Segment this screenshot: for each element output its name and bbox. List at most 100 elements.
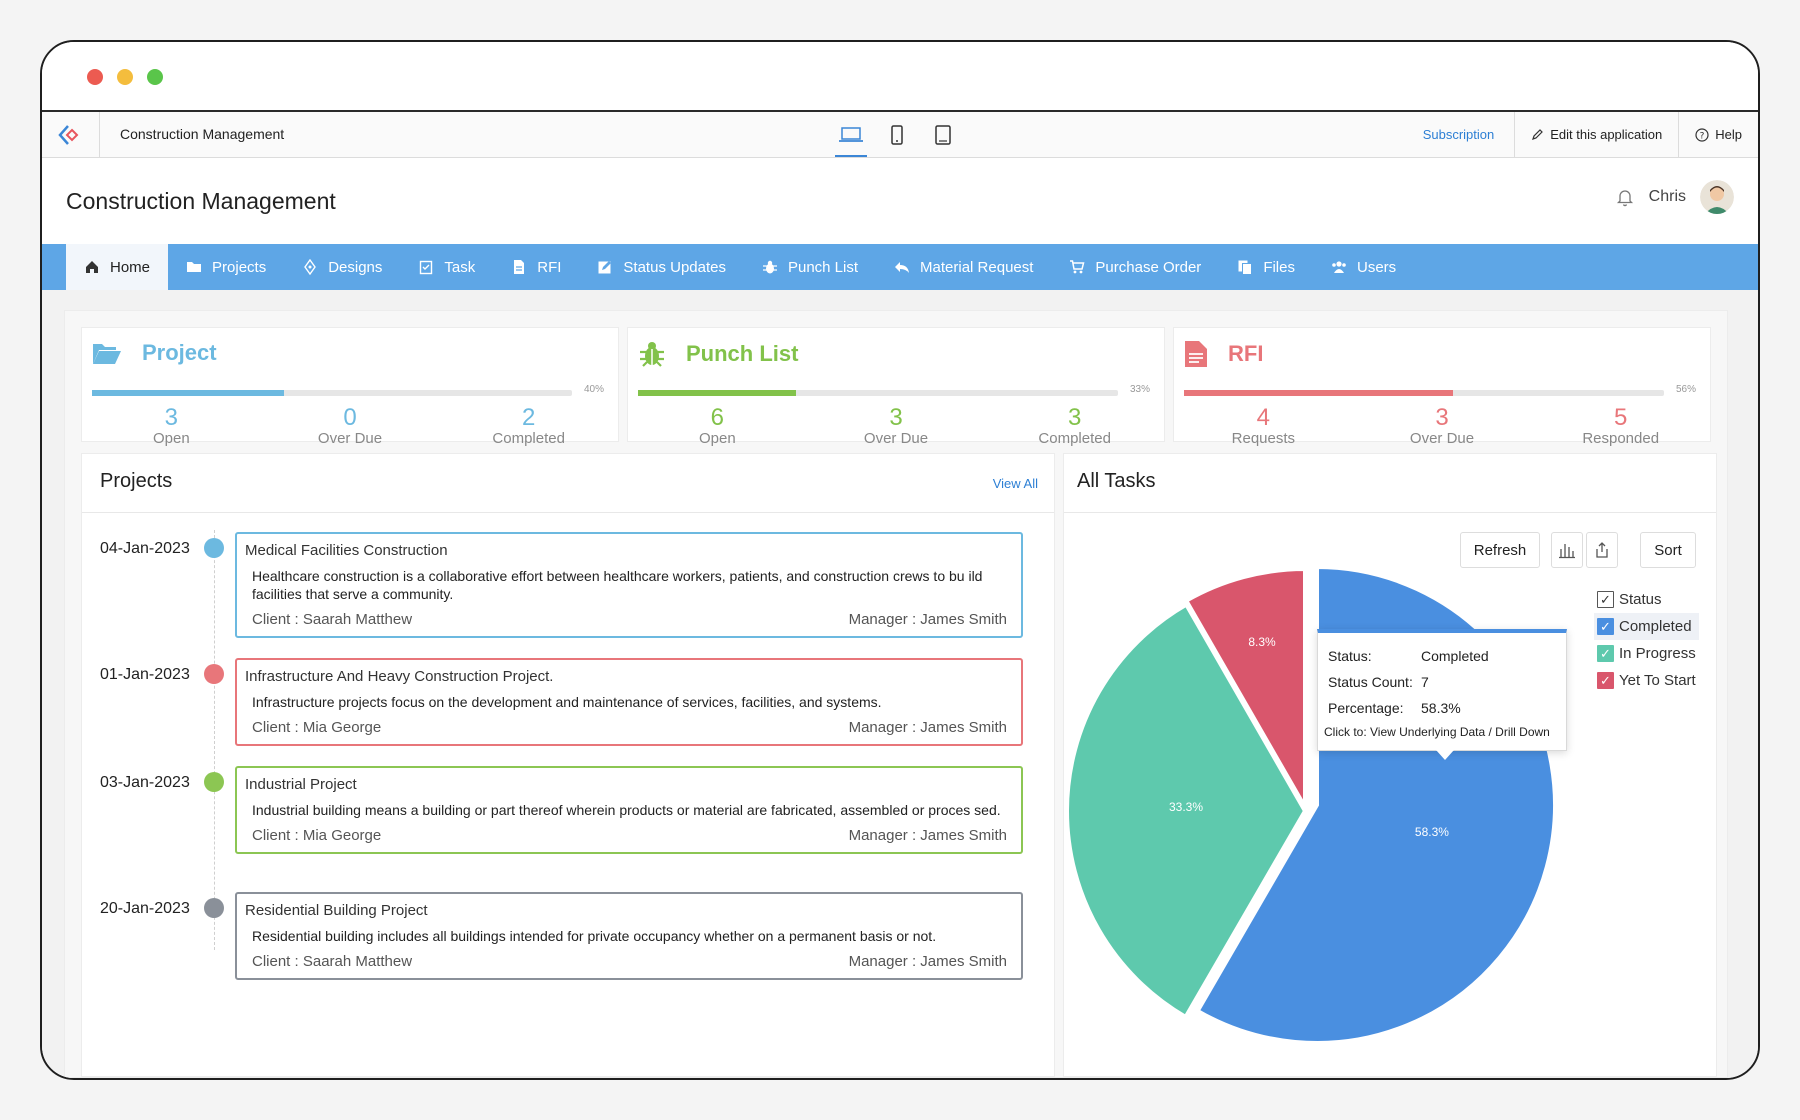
bug-icon: [762, 260, 777, 274]
stat-value: 3: [889, 404, 903, 431]
nav-files[interactable]: Files: [1219, 244, 1313, 290]
nav-punch-list[interactable]: Punch List: [744, 244, 876, 290]
nav-material-request[interactable]: Material Request: [876, 244, 1051, 290]
punch-list-completed-stat[interactable]: 3 Completed: [985, 406, 1164, 448]
project-card-footer: Client : Saarah Matthew Manager : James …: [245, 611, 1007, 628]
mobile-view-button[interactable]: [929, 112, 957, 157]
legend-title[interactable]: ✓ Status: [1594, 586, 1699, 613]
export-button[interactable]: [1586, 532, 1618, 568]
pie-label-yet-to-start: 8.3%: [1248, 635, 1276, 649]
nav-task-label: Task: [444, 258, 476, 276]
stat-label: Over Due: [1409, 430, 1475, 447]
bell-icon[interactable]: [1615, 187, 1635, 207]
nav-task[interactable]: Task: [400, 244, 493, 290]
stat-value: 2: [522, 404, 536, 431]
projects-panel: Projects View All 04-Jan-2023 Medical Fa…: [81, 453, 1055, 1077]
stat-label: Completed: [1038, 430, 1111, 447]
refresh-button[interactable]: Refresh: [1460, 532, 1540, 568]
app-logo-icon[interactable]: [56, 122, 82, 148]
cart-icon: [1070, 260, 1085, 274]
stat-label: Requests: [1231, 430, 1296, 447]
nav-designs[interactable]: Designs: [284, 244, 400, 290]
tablet-icon: [935, 124, 951, 145]
punch-list-progress-bar: [638, 390, 1118, 396]
bar-chart-icon: [1559, 544, 1575, 559]
legend-item-in-progress[interactable]: ✓ In Progress: [1594, 640, 1699, 667]
timeline-date: 04-Jan-2023: [100, 540, 190, 557]
nav-home[interactable]: Home: [66, 244, 169, 290]
tablet-view-button[interactable]: [883, 112, 911, 157]
chart-tooltip[interactable]: Status: Completed Status Count: 7 Percenta…: [1317, 629, 1567, 760]
project-manager: Manager : James Smith: [848, 611, 1007, 628]
project-manager: Manager : James Smith: [848, 953, 1007, 970]
desktop-view-button[interactable]: [835, 112, 867, 157]
legend-item-completed[interactable]: ✓ Completed: [1594, 613, 1699, 640]
chart-type-button[interactable]: [1551, 532, 1583, 568]
tooltip-hint: Click to: View Underlying Data / Drill D…: [1324, 725, 1550, 739]
punch-list-summary-header: Punch List: [638, 340, 798, 368]
pie-slice-in-progress[interactable]: [1065, 601, 1308, 1020]
pie-slice-yet-to-start[interactable]: [1183, 566, 1307, 815]
panel-divider: [82, 512, 1054, 513]
tooltip-percentage-row: Percentage: 58.3%: [1328, 695, 1556, 721]
project-open-stat[interactable]: 3 Open: [82, 406, 261, 448]
project-card-description: Infrastructure projects focus on the dev…: [252, 694, 882, 710]
tooltip-status-row: Status: Completed: [1328, 643, 1556, 669]
project-overdue-stat[interactable]: 0 Over Due: [261, 404, 440, 448]
check-icon: ✓: [1597, 672, 1614, 689]
rfi-responded-stat[interactable]: 5 Responded: [1531, 404, 1710, 448]
project-card[interactable]: Residential Building Project Residential…: [235, 892, 1023, 980]
nav-purchase-order[interactable]: Purchase Order: [1051, 244, 1219, 290]
maximize-window-button[interactable]: [147, 69, 163, 85]
share-icon: [1596, 542, 1608, 558]
project-card[interactable]: Medical Facilities Construction Healthca…: [235, 532, 1023, 638]
avatar[interactable]: [1700, 180, 1734, 214]
stat-value: 5: [1614, 404, 1628, 431]
project-card[interactable]: Infrastructure And Heavy Construction Pr…: [235, 658, 1023, 746]
rfi-summary-card[interactable]: RFI 56% 4 Requests 3 Over Due 5 Responded: [1173, 327, 1711, 447]
edit-application-button[interactable]: Edit this application: [1514, 112, 1678, 157]
stat-value: 6: [710, 404, 725, 431]
all-tasks-panel: All Tasks Refresh Sort ✓ Status ✓: [1063, 453, 1717, 1077]
subscription-link[interactable]: Subscription: [1422, 127, 1495, 142]
rfi-overdue-stat[interactable]: 3 Over Due: [1353, 406, 1532, 448]
timeline-dot: [204, 538, 224, 558]
project-manager: Manager : James Smith: [848, 827, 1007, 844]
punch-list-open-stat[interactable]: 6 Open: [628, 404, 807, 448]
project-card-title: Infrastructure And Heavy Construction Pr…: [245, 668, 554, 685]
nav-status-updates[interactable]: Status Updates: [579, 244, 744, 290]
view-all-link[interactable]: View All: [992, 476, 1038, 491]
chart-legend: ✓ Status ✓ Completed ✓ In Progress ✓ Yet…: [1594, 586, 1699, 694]
nav-rfi[interactable]: RFI: [493, 244, 579, 290]
nav-designs-label: Designs: [328, 258, 383, 276]
minimize-window-button[interactable]: [117, 69, 133, 85]
tooltip-count-row: Status Count: 7: [1328, 669, 1556, 695]
punch-list-summary-card[interactable]: Punch List 33% 6 Open 3 Over Due 3 Complete…: [627, 327, 1165, 447]
help-button[interactable]: ? Help: [1678, 112, 1758, 157]
project-card-title: Industrial Project: [245, 776, 357, 793]
nav-users[interactable]: Users: [1313, 244, 1414, 290]
punch-list-overdue-stat[interactable]: 3 Over Due: [807, 404, 986, 448]
nav-home-label: Home: [110, 258, 151, 276]
project-client: Client : Saarah Matthew: [252, 611, 413, 628]
close-window-button[interactable]: [87, 69, 103, 85]
stat-value: 4: [1256, 404, 1271, 431]
project-card-title: Residential Building Project: [245, 902, 428, 919]
edit-icon: [598, 261, 612, 274]
stat-value: 0: [343, 404, 357, 431]
bug-icon: [640, 342, 664, 367]
legend-label: Completed: [1619, 618, 1692, 635]
sort-button[interactable]: Sort: [1640, 532, 1696, 568]
rfi-requests-stat[interactable]: 4 Requests: [1174, 404, 1353, 448]
timeline-date: 03-Jan-2023: [100, 774, 190, 791]
user-name[interactable]: Chris: [1648, 188, 1686, 205]
nav-projects[interactable]: Projects: [168, 244, 284, 290]
project-progress-bar: [92, 390, 572, 396]
project-card[interactable]: Industrial Project Industrial building m…: [235, 766, 1023, 854]
punch-list-summary-title: Punch List: [686, 341, 799, 366]
project-summary-card[interactable]: Project 40% 3 Open 0 Over Due 2 Completed: [81, 327, 619, 447]
project-completed-stat[interactable]: 2 Completed: [439, 404, 618, 448]
stat-label: Open: [152, 430, 190, 447]
legend-item-yet-to-start[interactable]: ✓ Yet To Start: [1594, 667, 1699, 694]
timeline-date: 01-Jan-2023: [100, 666, 190, 683]
